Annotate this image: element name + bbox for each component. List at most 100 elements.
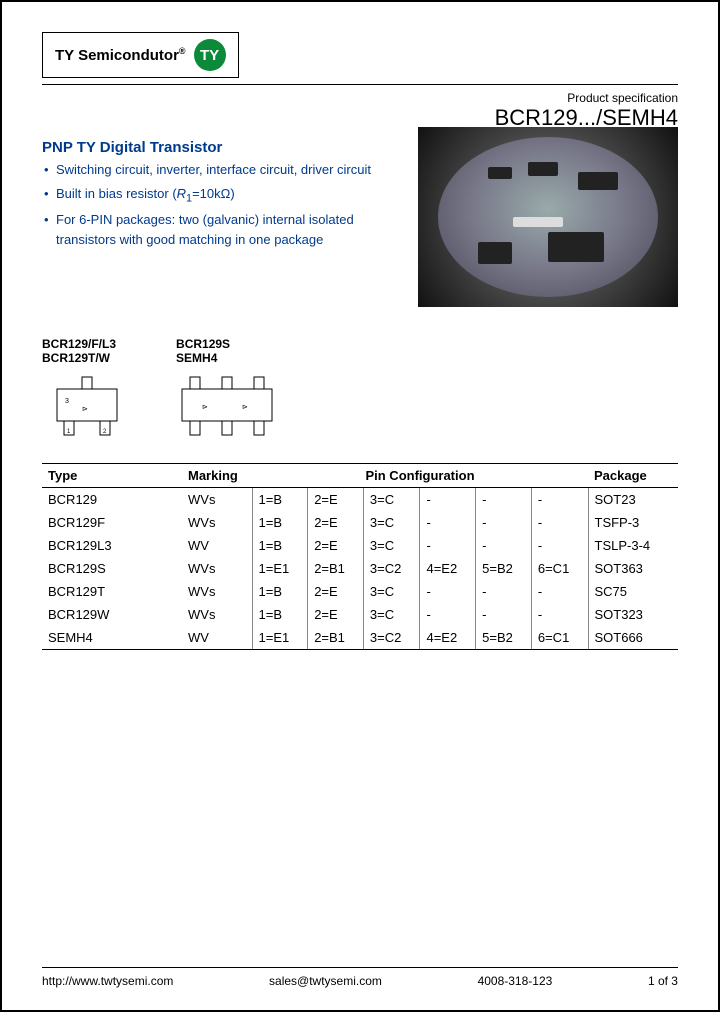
table-row: BCR129WWVs1=B2=E3=C---SOT323 — [42, 603, 678, 626]
cell-pin: 2=E — [308, 488, 364, 512]
cell-package: SOT666 — [588, 626, 678, 650]
cell-pin: - — [420, 580, 476, 603]
brand-text: TY Semicondutor® — [55, 46, 186, 64]
table-row: BCR129SWVs1=E12=B13=C24=E25=B26=C1SOT363 — [42, 557, 678, 580]
cell-marking: WVs — [182, 580, 252, 603]
cell-pin: 4=E2 — [420, 557, 476, 580]
cell-pin: 5=B2 — [476, 626, 532, 650]
col-type: Type — [42, 464, 182, 488]
pkg-label-left-2: BCR129T/W — [42, 351, 116, 365]
cell-pin: - — [531, 603, 588, 626]
cell-marking: WV — [182, 534, 252, 557]
cell-pin: 2=E — [308, 534, 364, 557]
cell-package: SC75 — [588, 580, 678, 603]
cell-package: TSFP-3 — [588, 511, 678, 534]
cell-type: BCR129 — [42, 488, 182, 512]
cell-marking: WVs — [182, 488, 252, 512]
feature-bullets: Switching circuit, inverter, interface c… — [42, 160, 382, 249]
cell-marking: WVs — [182, 557, 252, 580]
cell-package: SOT23 — [588, 488, 678, 512]
cell-type: BCR129S — [42, 557, 182, 580]
cell-pin: 3=C — [363, 603, 420, 626]
cell-pin: 3=C2 — [363, 557, 420, 580]
package-diagrams: 3 ⊳ 1 2 ⊳ ⊳ — [42, 371, 678, 441]
cell-marking: WV — [182, 626, 252, 650]
brand-circle-icon: TY — [194, 39, 226, 71]
cell-pin: 2=E — [308, 603, 364, 626]
document-title: PNP TY Digital Transistor — [42, 139, 382, 156]
cell-pin: - — [531, 511, 588, 534]
table-row: SEMH4WV1=E12=B13=C24=E25=B26=C1SOT666 — [42, 626, 678, 650]
col-package: Package — [588, 464, 678, 488]
cell-marking: WVs — [182, 511, 252, 534]
cell-pin: - — [420, 488, 476, 512]
cell-pin: - — [476, 511, 532, 534]
cell-pin: 4=E2 — [420, 626, 476, 650]
cell-pin: 3=C — [363, 534, 420, 557]
bullet-item: Switching circuit, inverter, interface c… — [44, 160, 382, 180]
product-spec-label: Product specification — [42, 91, 678, 105]
cell-pin: 3=C — [363, 580, 420, 603]
cell-package: SOT323 — [588, 603, 678, 626]
svg-text:⊳: ⊳ — [82, 406, 88, 413]
footer-page: 1 of 3 — [648, 974, 678, 988]
cell-pin: 1=B — [252, 603, 308, 626]
cell-pin: - — [476, 580, 532, 603]
bullet-item: For 6-PIN packages: two (galvanic) inter… — [44, 210, 382, 249]
cell-type: BCR129W — [42, 603, 182, 626]
cell-pin: 1=B — [252, 511, 308, 534]
cell-pin: 5=B2 — [476, 557, 532, 580]
cell-package: TSLP-3-4 — [588, 534, 678, 557]
cell-pin: 1=B — [252, 534, 308, 557]
cell-pin: 3=C — [363, 488, 420, 512]
cell-type: SEMH4 — [42, 626, 182, 650]
cell-pin: 2=E — [308, 511, 364, 534]
sot363-diagram-icon: ⊳ ⊳ — [172, 371, 282, 441]
cell-pin: - — [420, 534, 476, 557]
svg-text:⊳: ⊳ — [242, 404, 248, 411]
table-row: BCR129FWVs1=B2=E3=C---TSFP-3 — [42, 511, 678, 534]
reg-mark: ® — [179, 46, 186, 56]
cell-pin: 2=B1 — [308, 557, 364, 580]
cell-pin: 1=E1 — [252, 626, 308, 650]
svg-text:⊳: ⊳ — [202, 404, 208, 411]
footer-phone: 4008-318-123 — [478, 974, 553, 988]
sot23-diagram-icon: 3 ⊳ 1 2 — [42, 371, 132, 441]
product-photo — [418, 127, 678, 307]
pkg-label-right-2: SEMH4 — [176, 351, 230, 365]
product-spec-block: Product specification BCR129.../SEMH4 — [42, 91, 678, 131]
cell-pin: 1=B — [252, 488, 308, 512]
table-row: BCR129TWVs1=B2=E3=C---SC75 — [42, 580, 678, 603]
cell-package: SOT363 — [588, 557, 678, 580]
footer-email: sales@twtysemi.com — [269, 974, 382, 988]
cell-type: BCR129L3 — [42, 534, 182, 557]
footer-url: http://www.twtysemi.com — [42, 974, 173, 988]
page-footer: http://www.twtysemi.com sales@twtysemi.c… — [42, 967, 678, 988]
pkg-label-left-1: BCR129/F/L3 — [42, 337, 116, 351]
table-row: BCR129L3WV1=B2=E3=C---TSLP-3-4 — [42, 534, 678, 557]
cell-pin: 6=C1 — [531, 557, 588, 580]
cell-pin: 2=B1 — [308, 626, 364, 650]
table-row: BCR129WVs1=B2=E3=C---SOT23 — [42, 488, 678, 512]
svg-text:3: 3 — [65, 398, 69, 405]
bullet-item: Built in bias resistor (R1=10kΩ) — [44, 184, 382, 207]
brand-logo-box: TY Semicondutor® TY — [42, 32, 239, 78]
cell-pin: - — [420, 511, 476, 534]
cell-pin: 3=C2 — [363, 626, 420, 650]
cell-marking: WVs — [182, 603, 252, 626]
cell-pin: - — [531, 580, 588, 603]
cell-pin: - — [476, 534, 532, 557]
header-rule — [42, 84, 678, 85]
pkg-label-right-1: BCR129S — [176, 337, 230, 351]
cell-pin: - — [476, 488, 532, 512]
cell-pin: 1=E1 — [252, 557, 308, 580]
svg-text:1: 1 — [67, 429, 71, 435]
cell-pin: - — [531, 488, 588, 512]
col-pinconfig: Pin Configuration — [252, 464, 588, 488]
cell-type: BCR129T — [42, 580, 182, 603]
cell-pin: - — [420, 603, 476, 626]
cell-pin: 2=E — [308, 580, 364, 603]
cell-pin: - — [476, 603, 532, 626]
cell-pin: 1=B — [252, 580, 308, 603]
cell-pin: 3=C — [363, 511, 420, 534]
